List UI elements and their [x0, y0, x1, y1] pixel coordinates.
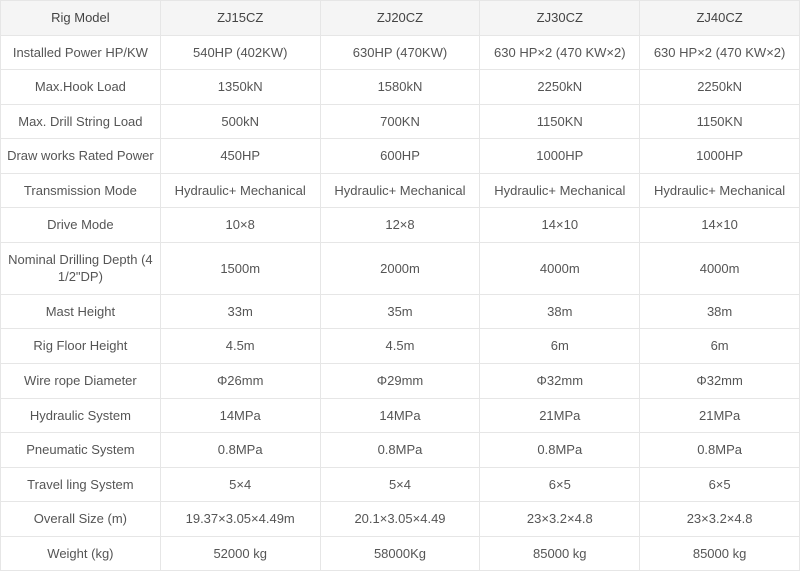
cell-value: 35m — [320, 294, 480, 329]
row-label: Transmission Mode — [1, 173, 161, 208]
col-header-label: Rig Model — [1, 1, 161, 36]
row-label: Hydraulic System — [1, 398, 161, 433]
table-row: Travel ling System5×45×46×56×5 — [1, 467, 800, 502]
cell-value: 14×10 — [640, 208, 800, 243]
row-label: Mast Height — [1, 294, 161, 329]
table-body: Installed Power HP/KW540HP (402KW)630HP … — [1, 35, 800, 571]
cell-value: 23×3.2×4.8 — [480, 502, 640, 537]
table-row: Installed Power HP/KW540HP (402KW)630HP … — [1, 35, 800, 70]
cell-value: 2000m — [320, 242, 480, 294]
cell-value: 6m — [640, 329, 800, 364]
cell-value: 52000 kg — [160, 536, 320, 571]
cell-value: Hydraulic+ Mechanical — [640, 173, 800, 208]
row-label: Travel ling System — [1, 467, 161, 502]
table-row: Rig Floor Height4.5m4.5m6m6m — [1, 329, 800, 364]
cell-value: 19.37×3.05×4.49m — [160, 502, 320, 537]
cell-value: 1150KN — [640, 104, 800, 139]
table-row: Draw works Rated Power450HP600HP1000HP10… — [1, 139, 800, 174]
cell-value: 2250kN — [480, 70, 640, 105]
row-label: Draw works Rated Power — [1, 139, 161, 174]
cell-value: 630HP (470KW) — [320, 35, 480, 70]
table-row: Max.Hook Load1350kN1580kN2250kN2250kN — [1, 70, 800, 105]
row-label: Overall Size (m) — [1, 502, 161, 537]
cell-value: 1000HP — [640, 139, 800, 174]
cell-value: 1350kN — [160, 70, 320, 105]
table-row: Max. Drill String Load500kN700KN1150KN11… — [1, 104, 800, 139]
cell-value: 12×8 — [320, 208, 480, 243]
cell-value: Hydraulic+ Mechanical — [480, 173, 640, 208]
cell-value: 21MPa — [480, 398, 640, 433]
specs-table-wrapper: Rig Model ZJ15CZ ZJ20CZ ZJ30CZ ZJ40CZ In… — [0, 0, 800, 571]
cell-value: 4.5m — [160, 329, 320, 364]
cell-value: Φ29mm — [320, 364, 480, 399]
cell-value: 1500m — [160, 242, 320, 294]
table-row: Transmission ModeHydraulic+ MechanicalHy… — [1, 173, 800, 208]
row-label: Weight (kg) — [1, 536, 161, 571]
cell-value: 14MPa — [160, 398, 320, 433]
cell-value: 700KN — [320, 104, 480, 139]
cell-value: 630 HP×2 (470 KW×2) — [480, 35, 640, 70]
row-label: Max. Drill String Load — [1, 104, 161, 139]
cell-value: 38m — [640, 294, 800, 329]
cell-value: 1150KN — [480, 104, 640, 139]
table-header-row: Rig Model ZJ15CZ ZJ20CZ ZJ30CZ ZJ40CZ — [1, 1, 800, 36]
cell-value: 6×5 — [480, 467, 640, 502]
table-row: Mast Height33m35m38m38m — [1, 294, 800, 329]
table-row: Nominal Drilling Depth (4 1/2"DP)1500m20… — [1, 242, 800, 294]
table-row: Overall Size (m)19.37×3.05×4.49m20.1×3.0… — [1, 502, 800, 537]
table-row: Wire rope DiameterΦ26mmΦ29mmΦ32mmΦ32mm — [1, 364, 800, 399]
cell-value: 85000 kg — [640, 536, 800, 571]
row-label: Rig Floor Height — [1, 329, 161, 364]
cell-value: 1000HP — [480, 139, 640, 174]
cell-value: 85000 kg — [480, 536, 640, 571]
cell-value: 1580kN — [320, 70, 480, 105]
cell-value: 450HP — [160, 139, 320, 174]
cell-value: 10×8 — [160, 208, 320, 243]
cell-value: 21MPa — [640, 398, 800, 433]
cell-value: Hydraulic+ Mechanical — [160, 173, 320, 208]
cell-value: 5×4 — [160, 467, 320, 502]
cell-value: 23×3.2×4.8 — [640, 502, 800, 537]
cell-value: 0.8MPa — [480, 433, 640, 468]
row-label: Installed Power HP/KW — [1, 35, 161, 70]
specs-table: Rig Model ZJ15CZ ZJ20CZ ZJ30CZ ZJ40CZ In… — [0, 0, 800, 571]
cell-value: 6×5 — [640, 467, 800, 502]
row-label: Max.Hook Load — [1, 70, 161, 105]
cell-value: 4000m — [640, 242, 800, 294]
cell-value: 38m — [480, 294, 640, 329]
cell-value: 4.5m — [320, 329, 480, 364]
cell-value: 630 HP×2 (470 KW×2) — [640, 35, 800, 70]
row-label: Nominal Drilling Depth (4 1/2"DP) — [1, 242, 161, 294]
cell-value: 5×4 — [320, 467, 480, 502]
cell-value: 0.8MPa — [640, 433, 800, 468]
cell-value: Hydraulic+ Mechanical — [320, 173, 480, 208]
col-header-model-1: ZJ15CZ — [160, 1, 320, 36]
cell-value: 2250kN — [640, 70, 800, 105]
col-header-model-2: ZJ20CZ — [320, 1, 480, 36]
cell-value: 33m — [160, 294, 320, 329]
row-label: Drive Mode — [1, 208, 161, 243]
cell-value: 540HP (402KW) — [160, 35, 320, 70]
cell-value: 600HP — [320, 139, 480, 174]
cell-value: Φ26mm — [160, 364, 320, 399]
table-row: Drive Mode10×812×814×1014×10 — [1, 208, 800, 243]
row-label: Wire rope Diameter — [1, 364, 161, 399]
cell-value: Φ32mm — [480, 364, 640, 399]
cell-value: 0.8MPa — [320, 433, 480, 468]
row-label: Pneumatic System — [1, 433, 161, 468]
cell-value: 500kN — [160, 104, 320, 139]
table-row: Weight (kg)52000 kg58000Kg85000 kg85000 … — [1, 536, 800, 571]
cell-value: 4000m — [480, 242, 640, 294]
col-header-model-3: ZJ30CZ — [480, 1, 640, 36]
cell-value: 14×10 — [480, 208, 640, 243]
cell-value: 14MPa — [320, 398, 480, 433]
col-header-model-4: ZJ40CZ — [640, 1, 800, 36]
cell-value: 58000Kg — [320, 536, 480, 571]
table-row: Pneumatic System0.8MPa0.8MPa0.8MPa0.8MPa — [1, 433, 800, 468]
cell-value: Φ32mm — [640, 364, 800, 399]
table-row: Hydraulic System14MPa14MPa21MPa21MPa — [1, 398, 800, 433]
cell-value: 6m — [480, 329, 640, 364]
cell-value: 20.1×3.05×4.49 — [320, 502, 480, 537]
cell-value: 0.8MPa — [160, 433, 320, 468]
